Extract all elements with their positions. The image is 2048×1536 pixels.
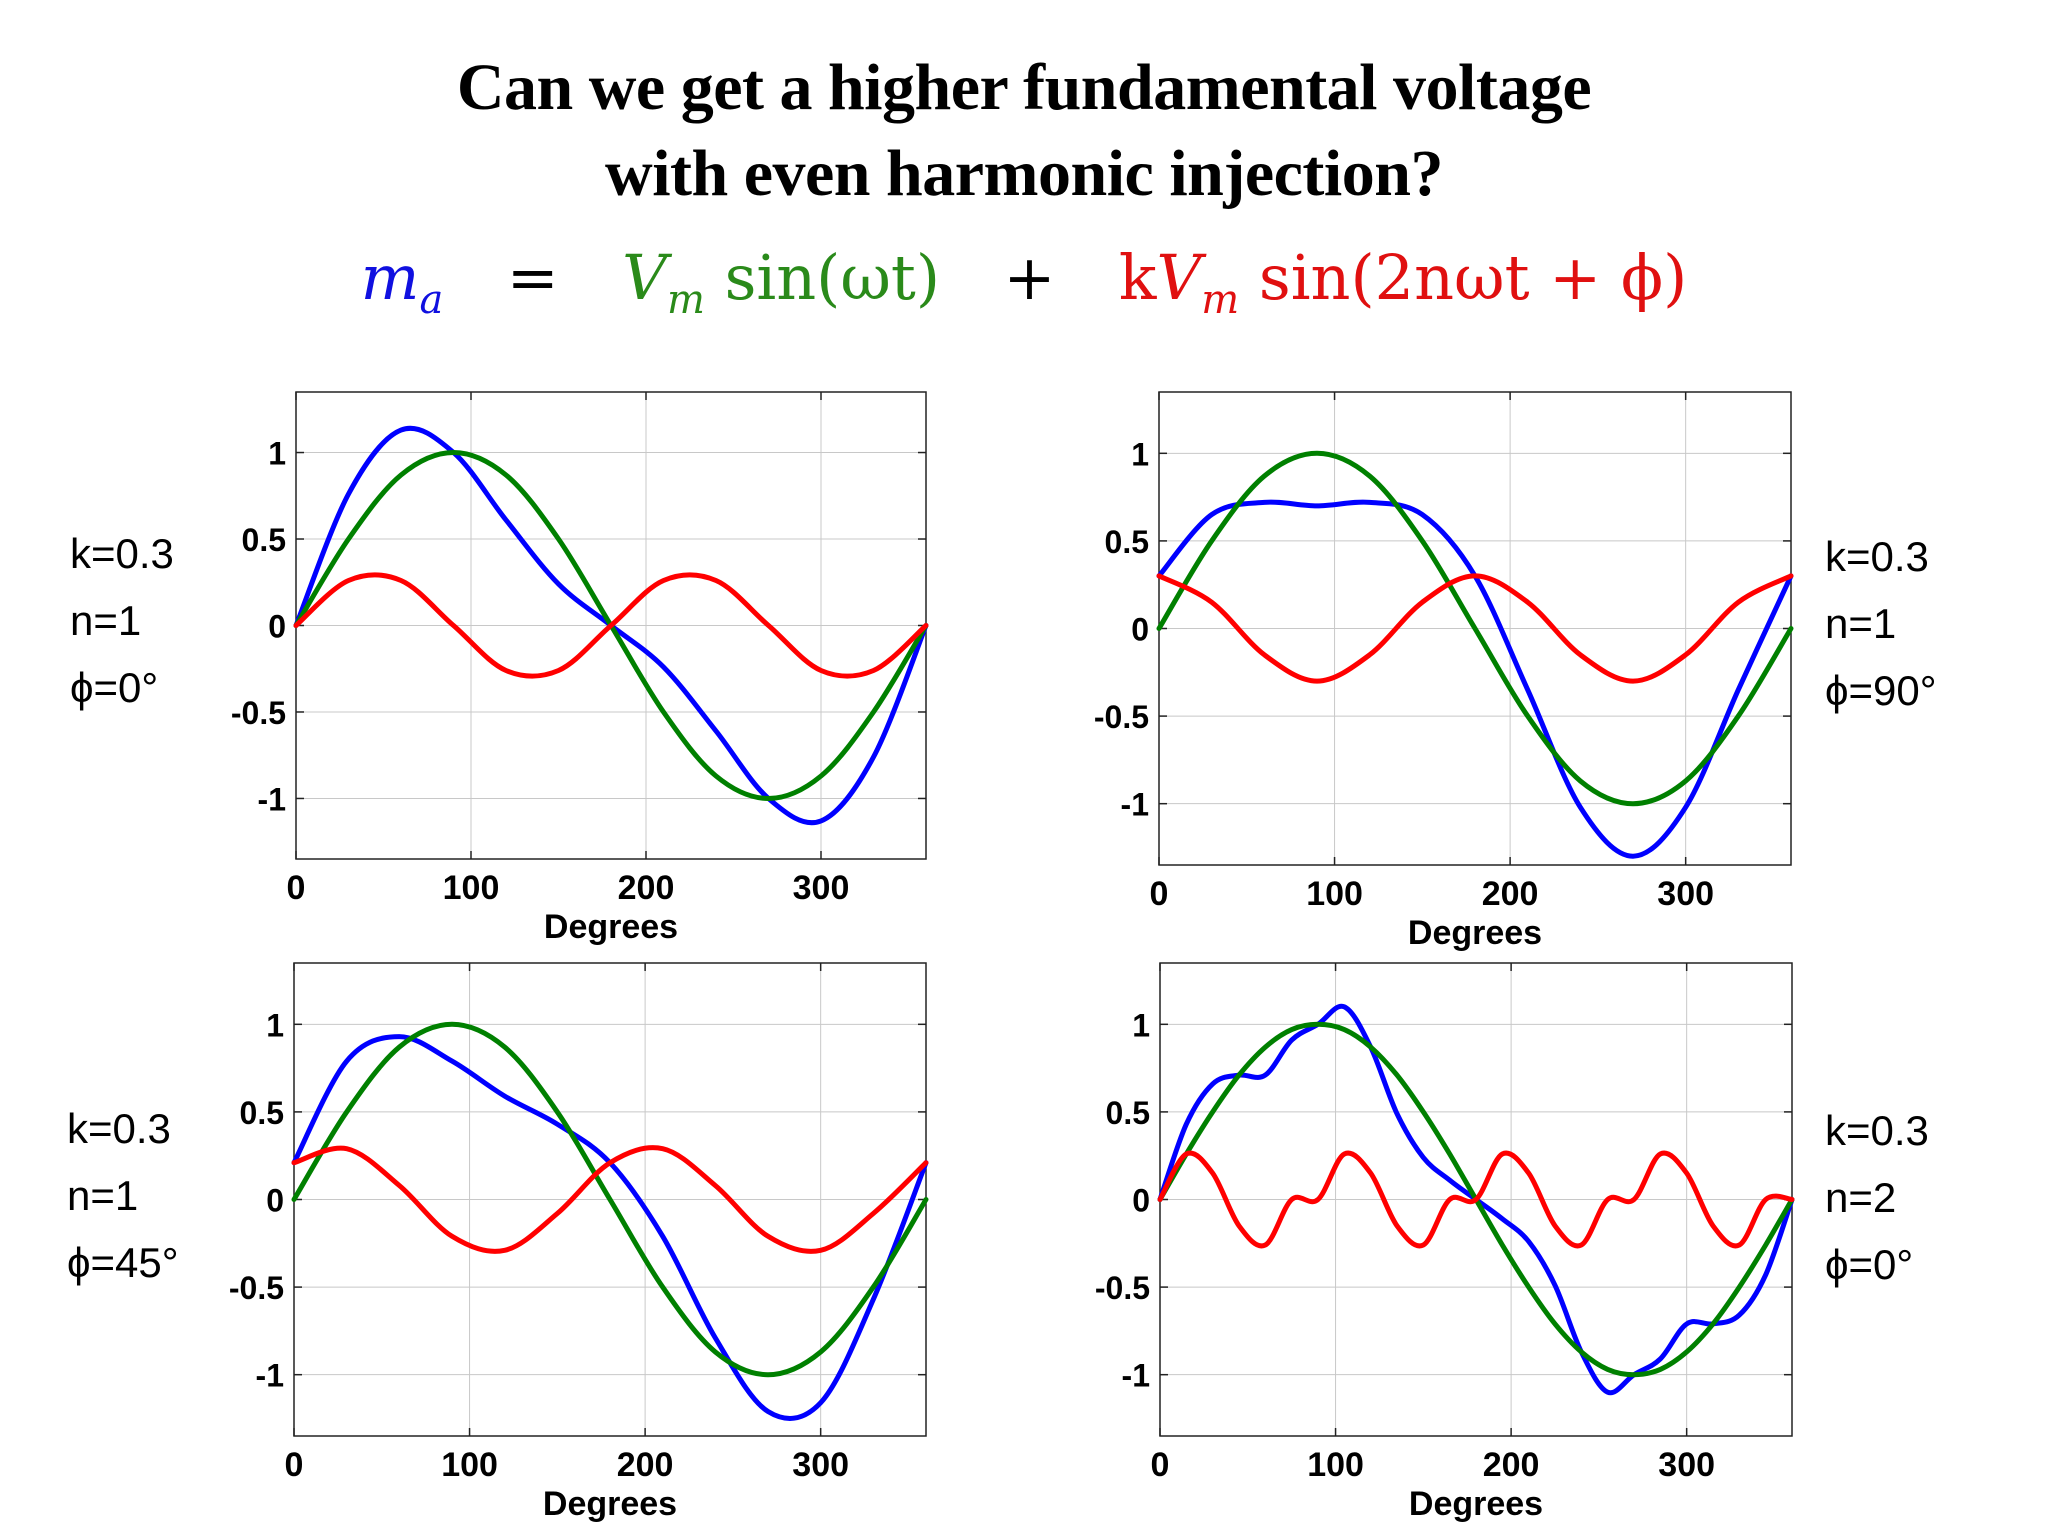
formula-term1-v: V [622, 241, 667, 314]
series-line-blue [1156, 499, 1794, 859]
x-tick-label: 100 [441, 1446, 498, 1484]
chart-panel-2: 0 100 200 300 1 0.5 0 -0.5 -1 Degrees [1094, 391, 1794, 952]
formula-term2-v: V [1156, 241, 1202, 314]
formula-term2-fn: sin(2nωt + ϕ) [1258, 241, 1688, 314]
param-n: n=1 [1825, 600, 1897, 647]
x-tick-label: 100 [443, 869, 500, 907]
y-tick-label: -1 [256, 1358, 284, 1394]
formula-term1-fn: sin(ωt) [724, 241, 941, 314]
x-tick-label: 200 [1483, 1446, 1540, 1484]
params-panel-3: k=0.3 n=1 ϕ=45° [67, 1095, 217, 1296]
series-line-green [291, 1021, 929, 1378]
chart-panel-4: 0 100 200 300 1 0.5 0 -0.5 -1 Degrees [1095, 962, 1795, 1523]
y-tick-label: -0.5 [1094, 699, 1149, 735]
x-tick-label: 0 [1151, 1446, 1170, 1484]
y-tick-label: 0.5 [242, 522, 286, 558]
x-tick-label: 100 [1307, 1446, 1364, 1484]
param-n: n=1 [70, 597, 142, 644]
x-tick-label: 0 [285, 1446, 304, 1484]
y-tick-label: 1 [1132, 1007, 1150, 1043]
chart-panel-3: 0 100 200 300 1 0.5 0 -0.5 -1 Degrees [229, 962, 929, 1523]
y-tick-label: 0.5 [1106, 1095, 1150, 1131]
series-line-blue [291, 1034, 929, 1421]
y-tick-label: 0 [266, 1183, 284, 1219]
series-line-red [293, 572, 929, 679]
param-phi: ϕ=90° [1825, 667, 1937, 714]
title-line-2: with even harmonic injection? [605, 137, 1443, 210]
formula-term2-sub: m [1201, 277, 1240, 323]
series-line-red [1156, 573, 1794, 684]
formula-term2-k: k [1118, 241, 1157, 314]
title-line-1: Can we get a higher fundamental voltage [456, 51, 1592, 124]
x-tick-label: 300 [1658, 1446, 1715, 1484]
y-tick-label: -1 [258, 781, 286, 817]
x-tick-label: 200 [617, 1446, 674, 1484]
param-phi: ϕ=0° [70, 664, 159, 711]
y-tick-label: 0.5 [240, 1095, 284, 1131]
y-tick-label: -0.5 [231, 695, 286, 731]
x-axis-label: Degrees [1409, 1485, 1543, 1523]
x-tick-label: 300 [1657, 875, 1714, 913]
y-tick-label: 1 [1131, 436, 1149, 472]
x-axis-label: Degrees [544, 908, 678, 946]
x-tick-label: 300 [793, 869, 850, 907]
param-k: k=0.3 [70, 530, 174, 577]
x-tick-label: 300 [792, 1446, 849, 1484]
series-line-red [1157, 1150, 1795, 1249]
series-line-green [1156, 450, 1794, 807]
x-tick-label: 0 [287, 869, 306, 907]
y-tick-label: -1 [1121, 787, 1149, 823]
series-line-red [291, 1145, 929, 1254]
y-tick-label: 1 [266, 1007, 284, 1043]
x-tick-label: 0 [1150, 875, 1169, 913]
x-tick-label: 200 [618, 869, 675, 907]
x-tick-label: 100 [1306, 875, 1363, 913]
param-k: k=0.3 [1825, 1107, 1929, 1154]
y-tick-label: 0 [1131, 612, 1149, 648]
formula-lhs-subscript: a [419, 277, 444, 323]
y-tick-label: 0.5 [1105, 524, 1149, 560]
formula-lhs: m [360, 241, 420, 314]
formula-equals: = [506, 241, 559, 314]
y-tick-label: 1 [268, 436, 286, 472]
params-panel-1: k=0.3 n=1 ϕ=0° [70, 520, 220, 721]
x-axis-label: Degrees [543, 1485, 677, 1523]
x-tick-label: 200 [1482, 875, 1539, 913]
param-phi: ϕ=0° [1825, 1241, 1914, 1288]
y-tick-label: -0.5 [229, 1270, 284, 1306]
formula: ma = Vm sin(ωt) + kVm sin(2nωt + ϕ) [0, 238, 2048, 340]
slide-title: Can we get a higher fundamental voltage … [0, 45, 2048, 217]
params-panel-2: k=0.3 n=1 ϕ=90° [1825, 523, 1975, 724]
y-tick-label: -1 [1122, 1358, 1150, 1394]
param-k: k=0.3 [67, 1105, 171, 1152]
y-tick-label: 0 [1132, 1183, 1150, 1219]
y-tick-label: -0.5 [1095, 1270, 1150, 1306]
chart-panel-1: 0 100 200 300 1 0.5 0 -0.5 -1 Degrees [231, 391, 929, 946]
param-phi: ϕ=45° [67, 1239, 179, 1286]
x-axis-label: Degrees [1408, 914, 1542, 952]
param-k: k=0.3 [1825, 533, 1929, 580]
y-tick-label: 0 [268, 609, 286, 645]
formula-term1-sub: m [666, 277, 705, 323]
formula-plus: + [1003, 241, 1056, 314]
param-n: n=1 [67, 1172, 139, 1219]
params-panel-4: k=0.3 n=2 ϕ=0° [1825, 1097, 1975, 1298]
param-n: n=2 [1825, 1174, 1897, 1221]
